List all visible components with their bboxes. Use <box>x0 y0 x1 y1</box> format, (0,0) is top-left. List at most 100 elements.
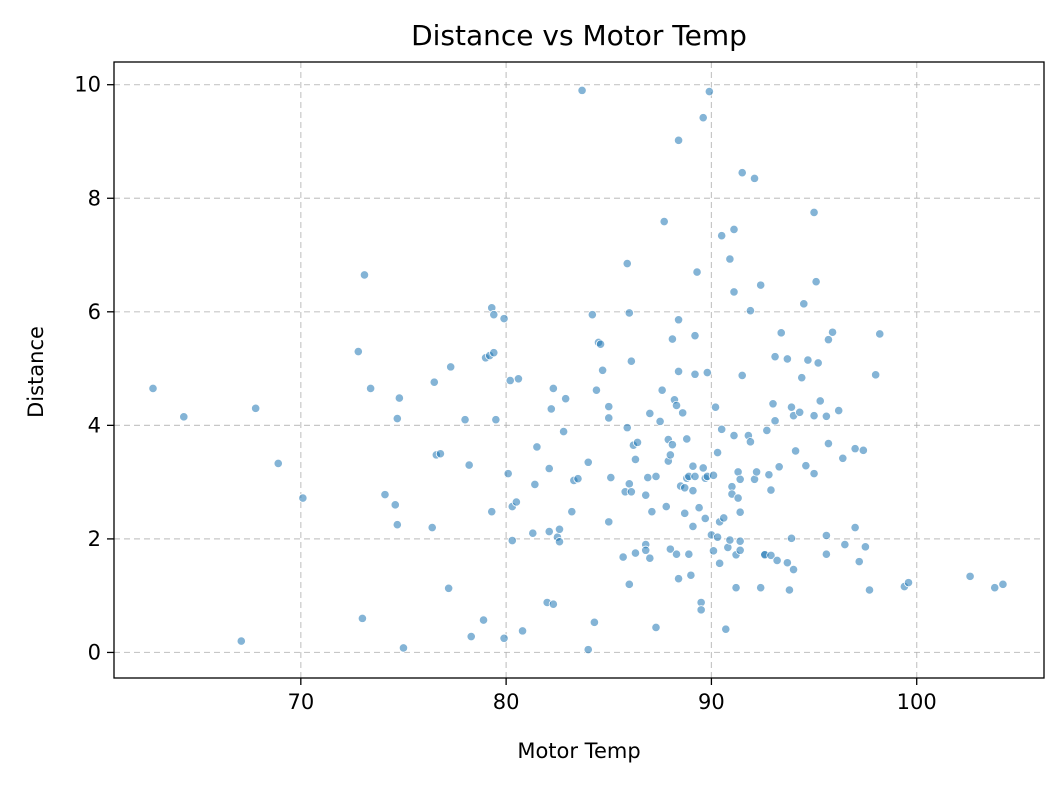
data-point <box>444 583 454 593</box>
data-point <box>667 440 678 450</box>
data-point <box>745 306 756 316</box>
data-point <box>398 643 409 653</box>
data-point <box>589 617 599 627</box>
data-point <box>834 405 844 416</box>
data-point <box>737 370 747 380</box>
data-point <box>353 346 363 357</box>
data-point <box>708 470 719 480</box>
data-point <box>673 315 684 325</box>
data-point <box>359 270 370 280</box>
x-tick-label: 80 <box>493 690 520 714</box>
data-point <box>815 396 825 406</box>
data-point <box>712 448 723 458</box>
data-point <box>725 254 735 264</box>
data-point <box>643 472 653 483</box>
data-point <box>478 615 489 625</box>
data-point <box>875 329 885 339</box>
data-point <box>708 546 719 556</box>
data-point <box>725 535 735 545</box>
data-point <box>729 224 739 235</box>
data-point <box>850 444 860 454</box>
data-point <box>680 483 690 493</box>
x-tick-label: 100 <box>897 690 937 714</box>
data-point <box>622 423 632 433</box>
data-point <box>690 471 700 482</box>
data-point <box>559 426 569 437</box>
data-point <box>797 373 807 383</box>
data-point <box>273 458 283 468</box>
data-point <box>647 507 657 517</box>
data-point <box>651 622 661 633</box>
data-point <box>821 549 831 559</box>
data-point <box>838 453 848 463</box>
data-point <box>357 613 368 623</box>
data-point <box>427 522 437 533</box>
data-point <box>561 394 571 404</box>
data-point <box>809 207 819 218</box>
data-point <box>776 328 786 338</box>
data-point <box>766 485 776 495</box>
data-point <box>645 553 655 563</box>
data-point <box>298 493 308 503</box>
data-point <box>680 508 690 518</box>
data-point <box>821 411 831 421</box>
data-point <box>573 474 583 484</box>
data-point <box>770 352 780 362</box>
data-point <box>499 633 509 643</box>
data-point <box>850 522 860 533</box>
data-point <box>435 449 446 459</box>
data-point <box>731 583 741 593</box>
data-point <box>860 542 870 552</box>
data-point <box>745 437 756 447</box>
data-point <box>729 430 739 441</box>
data-point <box>682 434 692 444</box>
data-point <box>598 365 608 375</box>
data-point <box>784 585 795 595</box>
data-point <box>554 537 565 547</box>
data-point <box>735 536 745 546</box>
data-point <box>735 474 745 484</box>
data-point <box>489 310 499 320</box>
data-point <box>795 407 805 417</box>
data-point <box>577 85 587 95</box>
data-point <box>721 624 731 634</box>
data-point <box>544 463 554 474</box>
data-point <box>392 520 402 530</box>
data-point <box>827 327 838 337</box>
data-point <box>858 445 868 455</box>
data-point <box>179 412 189 422</box>
data-point <box>762 425 772 436</box>
data-point <box>717 231 727 241</box>
data-point <box>587 310 597 320</box>
data-point <box>661 501 671 512</box>
data-point <box>772 555 782 566</box>
data-point <box>688 486 698 496</box>
data-point <box>464 460 474 470</box>
data-point <box>548 383 558 394</box>
data-point <box>698 463 708 473</box>
data-point <box>684 549 694 559</box>
data-point <box>801 461 811 471</box>
data-point <box>735 545 745 555</box>
data-point <box>774 462 784 472</box>
data-point <box>712 532 723 542</box>
y-tick-label: 2 <box>88 527 101 551</box>
data-point <box>671 549 682 559</box>
data-point <box>766 550 776 560</box>
data-point <box>751 467 762 477</box>
data-point <box>671 400 682 411</box>
data-point <box>528 528 538 538</box>
data-point <box>790 446 801 456</box>
data-point <box>641 490 651 500</box>
grid-lines <box>114 62 1044 678</box>
data-point <box>788 564 799 575</box>
data-point <box>770 416 780 426</box>
data-point <box>694 503 704 513</box>
data-point <box>618 552 628 562</box>
data-point <box>786 533 797 543</box>
x-tick-label: 70 <box>287 690 314 714</box>
data-point <box>768 399 778 409</box>
data-point <box>604 517 614 527</box>
data-point <box>583 645 593 655</box>
data-point <box>645 408 655 419</box>
